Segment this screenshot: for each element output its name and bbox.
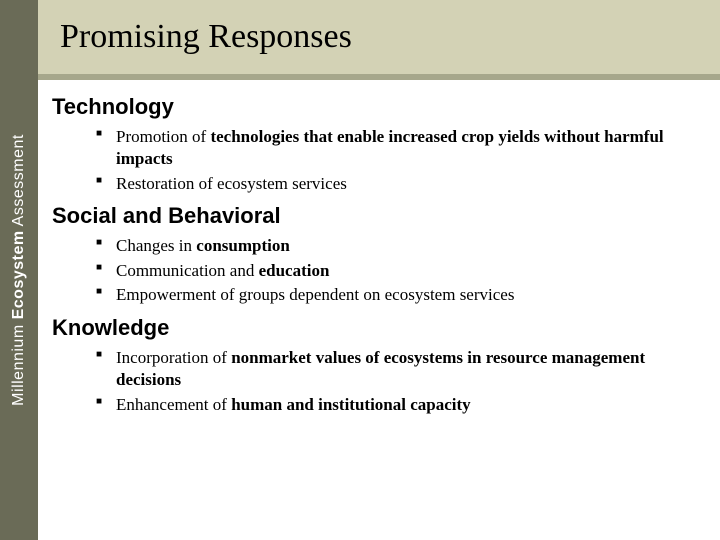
slide-body: Technology Promotion of technologies that… <box>38 80 720 416</box>
list-item-text: Changes in <box>116 236 196 255</box>
list-item: Empowerment of groups dependent on ecosy… <box>96 284 696 306</box>
bullet-list: Promotion of technologies that enable in… <box>52 126 696 195</box>
sidebar-brand-band: Millennium Ecosystem Assessment <box>0 0 38 540</box>
list-item-text: consumption <box>196 236 290 255</box>
list-item: Changes in consumption <box>96 235 696 257</box>
list-item: Communication and education <box>96 260 696 282</box>
section-heading: Technology <box>52 94 696 120</box>
list-item-text: Promotion of <box>116 127 210 146</box>
bullet-list: Changes in consumption Communication and … <box>52 235 696 306</box>
list-item-text: Restoration of ecosystem services <box>116 174 347 193</box>
section-heading: Knowledge <box>52 315 696 341</box>
list-item-text: Incorporation of <box>116 348 231 367</box>
sidebar-brand-text: Millennium Ecosystem Assessment <box>10 134 28 406</box>
slide-content: Promising Responses Technology Promotion … <box>38 0 720 540</box>
list-item-text: human and institutional capacity <box>231 395 470 414</box>
list-item-text: Enhancement of <box>116 395 231 414</box>
list-item-text: Communication and <box>116 261 259 280</box>
brand-bold: Ecosystem <box>10 230 27 319</box>
list-item-text: education <box>259 261 330 280</box>
list-item-text: Empowerment of groups dependent on ecosy… <box>116 285 514 304</box>
brand-prefix: Millennium <box>10 319 27 405</box>
brand-suffix: Assessment <box>10 134 27 230</box>
title-band: Promising Responses <box>38 0 720 74</box>
list-item: Enhancement of human and institutional c… <box>96 394 696 416</box>
section-heading: Social and Behavioral <box>52 203 696 229</box>
list-item: Promotion of technologies that enable in… <box>96 126 696 171</box>
list-item: Restoration of ecosystem services <box>96 173 696 195</box>
bullet-list: Incorporation of nonmarket values of eco… <box>52 347 696 416</box>
slide-title: Promising Responses <box>60 18 720 56</box>
list-item: Incorporation of nonmarket values of eco… <box>96 347 696 392</box>
